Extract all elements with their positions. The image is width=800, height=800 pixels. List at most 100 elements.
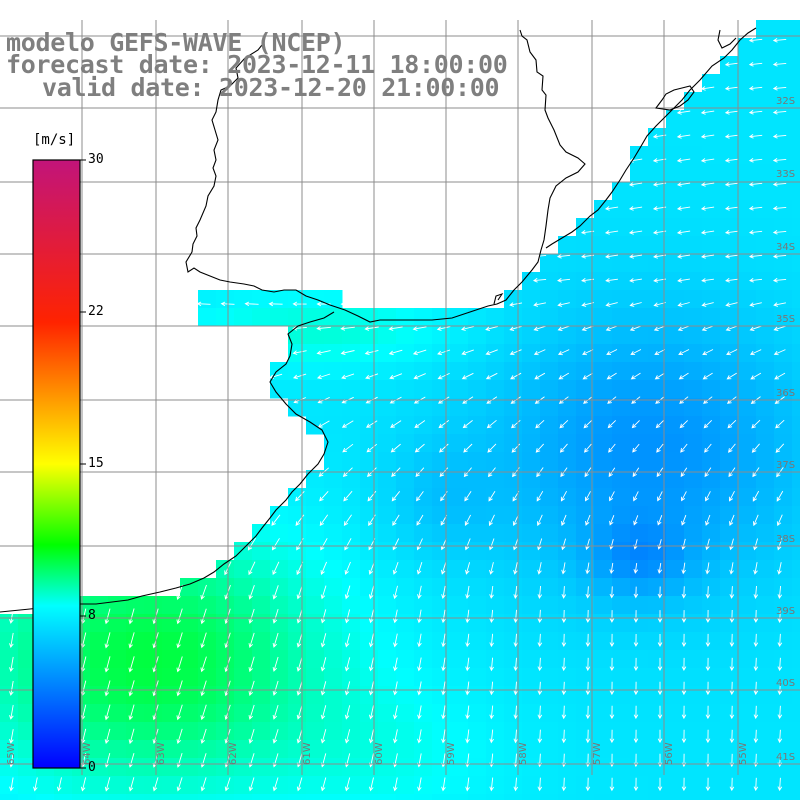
wind-arrow xyxy=(224,777,231,792)
wind-arrow xyxy=(344,609,351,624)
wind-arrow xyxy=(393,633,398,648)
wind-arrow xyxy=(676,206,691,211)
wind-arrow xyxy=(678,372,689,380)
wind-arrow xyxy=(104,632,111,649)
wind-arrow xyxy=(605,325,618,332)
wind-arrow xyxy=(705,562,710,575)
wind-arrow xyxy=(293,373,307,380)
wind-arrow xyxy=(416,491,424,502)
wind-arrow xyxy=(657,562,663,574)
wind-arrow xyxy=(319,491,329,502)
wind-arrow xyxy=(750,372,762,380)
wind-arrow xyxy=(248,777,255,792)
wind-arrow xyxy=(585,633,591,648)
wind-arrow xyxy=(729,681,735,696)
colorbar-tick-22: 22 xyxy=(88,304,104,319)
wind-arrow xyxy=(296,609,303,624)
wind-arrow xyxy=(441,681,446,696)
lon-label: 65W xyxy=(6,742,17,765)
wind-arrow xyxy=(561,681,567,696)
wind-arrow xyxy=(748,38,763,43)
wind-arrow xyxy=(724,86,739,91)
wind-arrow xyxy=(366,443,378,453)
wind-arrow xyxy=(700,110,715,115)
wind-arrow xyxy=(533,325,546,332)
wind-arrow xyxy=(678,349,690,356)
wind-arrow xyxy=(633,610,639,623)
lon-label: 56W xyxy=(664,742,675,765)
lat-label: 40S xyxy=(776,678,795,689)
wind-arrow xyxy=(295,490,305,502)
coastline-south-america xyxy=(185,29,586,323)
wind-arrow xyxy=(724,206,739,211)
wind-arrow xyxy=(633,705,639,720)
wind-arrow xyxy=(703,419,713,429)
wind-arrow xyxy=(729,705,735,720)
wind-arrow xyxy=(200,680,207,697)
wind-arrow xyxy=(705,586,711,599)
wind-arrow xyxy=(200,704,207,721)
coastline xyxy=(0,27,757,613)
wind-arrow xyxy=(657,729,663,744)
wind-arrow xyxy=(749,349,762,356)
wind-arrow xyxy=(609,681,615,696)
wind-arrow xyxy=(557,349,570,356)
wind-arrow xyxy=(393,705,398,720)
wind-arrow xyxy=(489,657,494,672)
wind-arrow xyxy=(489,562,494,575)
wind-arrow xyxy=(629,278,642,283)
wind-arrow xyxy=(196,301,211,307)
wind-arrow xyxy=(561,609,567,623)
wind-arrow xyxy=(777,562,782,575)
wind-arrow xyxy=(417,705,422,720)
wind-arrow xyxy=(513,633,519,648)
wind-arrow xyxy=(489,729,494,744)
wind-arrow xyxy=(609,491,615,502)
wind-arrow xyxy=(295,514,305,526)
wind-arrow xyxy=(344,729,351,744)
wind-arrow xyxy=(417,657,422,672)
wind-arrow xyxy=(753,585,759,599)
wind-arrow xyxy=(607,420,617,429)
colorbar-gradient xyxy=(32,159,81,769)
wind-arrow xyxy=(489,681,494,696)
wind-arrow xyxy=(248,680,255,696)
wind-arrow xyxy=(628,206,643,211)
wind-arrow xyxy=(417,777,422,792)
wind-arrow xyxy=(681,777,687,792)
lon-label: 64W xyxy=(82,742,93,765)
lon-label: 58W xyxy=(518,742,529,765)
wind-arrow xyxy=(80,777,87,792)
wind-arrow xyxy=(775,443,785,453)
wind-arrow xyxy=(701,278,714,283)
wind-arrow xyxy=(724,182,739,187)
wind-arrow xyxy=(604,230,619,235)
wind-arrow xyxy=(657,681,663,696)
wind-arrow xyxy=(537,609,543,624)
wind-arrow xyxy=(465,657,470,672)
wind-arrow xyxy=(676,230,691,235)
wind-arrow xyxy=(681,633,687,648)
wind-arrow xyxy=(561,729,567,744)
wind-arrow xyxy=(513,609,519,624)
wind-arrow xyxy=(654,349,666,356)
wind-arrow xyxy=(561,633,567,648)
wind-arrow xyxy=(344,777,351,792)
wind-arrow xyxy=(368,777,374,792)
wind-arrow xyxy=(272,680,279,696)
wind-arrow xyxy=(392,561,399,575)
wind-arrow xyxy=(412,326,427,331)
wind-arrow xyxy=(296,633,303,648)
wind-arrow xyxy=(748,206,763,211)
wind-arrow xyxy=(560,490,567,502)
wind-arrow xyxy=(559,419,569,429)
wind-arrow xyxy=(777,538,783,551)
wind-arrow xyxy=(609,657,615,672)
title-forecast-date: forecast date: 2023-12-11 18:00:00 xyxy=(6,50,508,79)
wind-arrow xyxy=(561,562,566,575)
wind-arrow xyxy=(393,777,398,792)
wind-arrow xyxy=(441,609,446,624)
wind-arrow xyxy=(441,729,446,744)
wind-arrow xyxy=(775,419,785,429)
